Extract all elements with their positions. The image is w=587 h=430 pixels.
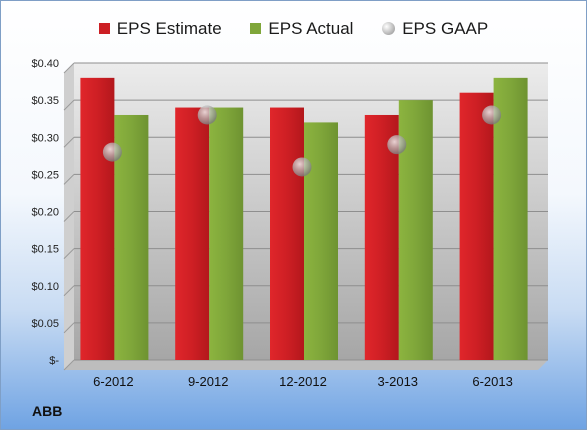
legend-item-estimate: EPS Estimate [98, 18, 222, 39]
point-eps-gaap [197, 105, 217, 125]
x-tick-label: 9-2012 [188, 374, 228, 389]
bar-eps-estimate [175, 107, 210, 360]
gridline-wall [63, 136, 75, 148]
y-tick-label: $0.20 [31, 207, 59, 219]
bar-eps-actual [209, 107, 244, 360]
bar-eps-estimate [270, 107, 304, 360]
gridline-wall [63, 174, 75, 185]
x-tick-label: 3-2013 [378, 374, 418, 389]
gridline-wall [63, 99, 75, 111]
legend-item-gaap: EPS GAAP [382, 19, 488, 39]
y-tick-label: $0.30 [31, 132, 59, 144]
bar-eps-actual [304, 122, 338, 361]
bar-eps-actual [493, 77, 528, 360]
legend-swatch-estimate [98, 22, 110, 34]
point-eps-gaap [387, 135, 407, 155]
x-tick-label: 6-2013 [472, 374, 512, 389]
company-label: ABB [32, 403, 63, 419]
legend: EPS Estimate EPS Actual EPS GAAP [1, 18, 586, 39]
bar-eps-estimate [364, 114, 399, 360]
floor [64, 360, 548, 370]
bar-eps-estimate [459, 92, 494, 360]
legend-label-actual: EPS Actual [268, 18, 354, 38]
x-tick-label: 6-2012 [93, 374, 133, 389]
gridline-wall [63, 322, 75, 334]
gridline-wall [63, 211, 75, 222]
gridline-wall [63, 285, 75, 297]
legend-swatch-gaap [382, 21, 396, 35]
bar-eps-estimate [80, 77, 115, 360]
legend-label-estimate: EPS Estimate [116, 18, 222, 38]
x-tick-label: 12-2012 [279, 374, 327, 389]
point-eps-gaap [292, 157, 312, 177]
y-tick-label: $0.25 [31, 169, 59, 181]
legend-swatch-actual [250, 22, 262, 34]
gridline-wall [63, 359, 75, 371]
y-tick-label: $0.40 [31, 58, 59, 70]
y-tick-label: $0.05 [31, 318, 59, 330]
y-tick-label: $0.15 [31, 244, 59, 256]
legend-label-gaap: EPS GAAP [402, 18, 489, 38]
y-tick-label: $0.10 [31, 281, 59, 293]
y-tick-label: $0.35 [31, 95, 59, 107]
gridline-wall [63, 248, 75, 259]
point-eps-gaap [482, 105, 502, 125]
y-tick-label: $- [49, 355, 59, 367]
gridline-wall [63, 62, 75, 74]
point-eps-gaap [102, 142, 122, 162]
legend-item-actual: EPS Actual [250, 19, 353, 39]
